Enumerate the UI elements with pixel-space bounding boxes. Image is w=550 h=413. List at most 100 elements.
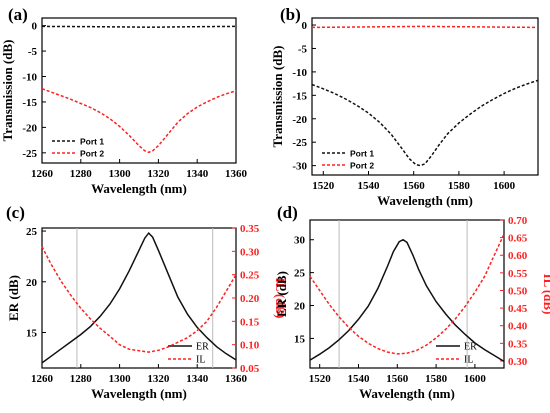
x-tick-label: 1340 bbox=[186, 373, 209, 385]
y-tick-label: 25 bbox=[294, 268, 306, 280]
panel-d-y-axis-title: ER (dB) bbox=[274, 271, 289, 317]
panel-b-frame bbox=[311, 17, 539, 176]
y-tick-label: 15 bbox=[26, 327, 38, 339]
right-y-tick-label: 0.40 bbox=[508, 321, 528, 333]
y-tick-label: 20 bbox=[294, 301, 306, 313]
legend-er-label: ER bbox=[464, 342, 477, 353]
right-y-tick-label: 0.25 bbox=[240, 270, 260, 282]
y-tick-label: 20 bbox=[26, 277, 38, 289]
legend-port1-label: Port 1 bbox=[80, 137, 104, 147]
legend-er-label: ER bbox=[196, 342, 209, 353]
legend-port1-label: Port 1 bbox=[350, 149, 374, 159]
series-line-il bbox=[309, 233, 505, 355]
series-line-port-1 bbox=[311, 79, 539, 167]
panel-a-y-axis-title: Transmission (dB) bbox=[0, 40, 15, 142]
panel-b-y-axis-title: Transmission (dB) bbox=[270, 46, 285, 148]
y-tick-label: 15 bbox=[294, 333, 306, 345]
x-tick-label: 1360 bbox=[225, 373, 248, 385]
panel-b-x-axis-title: Wavelength (nm) bbox=[377, 193, 473, 208]
legend-il-label: IL bbox=[196, 355, 205, 366]
y-tick-label: -20 bbox=[292, 114, 307, 126]
x-tick-label: 1600 bbox=[464, 373, 487, 385]
panel-b-label: (b) bbox=[280, 5, 301, 24]
y-tick-label: -25 bbox=[22, 148, 37, 160]
legend-il-label: IL bbox=[464, 355, 473, 366]
right-y-tick-label: 0.30 bbox=[508, 356, 528, 368]
x-tick-label: 1600 bbox=[493, 180, 516, 192]
right-y-tick-label: 0.60 bbox=[508, 250, 528, 262]
y-tick-label: 0 bbox=[302, 20, 308, 32]
right-y-tick-label: 0.30 bbox=[240, 246, 260, 258]
series-line-port-1 bbox=[41, 25, 237, 28]
panel-b-legend: Port 1 Port 2 bbox=[322, 149, 374, 171]
y-tick-label: 30 bbox=[294, 235, 306, 247]
panel-c-right-axis-title: IL (dB) bbox=[273, 278, 288, 319]
panel-a: (a) Wavelength (nm) Transmission (dB) Po… bbox=[0, 5, 248, 196]
panel-c-label: (c) bbox=[6, 203, 25, 222]
x-tick-label: 1560 bbox=[386, 373, 409, 385]
series-line-er bbox=[309, 238, 505, 363]
x-tick-label: 1540 bbox=[348, 373, 371, 385]
y-tick-label: -10 bbox=[292, 67, 307, 79]
x-tick-label: 1520 bbox=[312, 180, 335, 192]
panel-a-x-axis-title: Wavelength (nm) bbox=[91, 181, 187, 196]
right-y-tick-label: 0.05 bbox=[240, 363, 260, 375]
y-tick-label: -15 bbox=[22, 97, 37, 109]
y-tick-label: 25 bbox=[26, 226, 38, 238]
panel-d: (d) Wavelength (nm) ER (dB) IL (dB) ER I… bbox=[274, 203, 550, 401]
x-tick-label: 1580 bbox=[448, 180, 471, 192]
legend-port2-label: Port 2 bbox=[80, 149, 104, 159]
right-y-tick-label: 0.65 bbox=[508, 233, 528, 245]
panel-b: (b) Wavelength (nm) Transmission (dB) Po… bbox=[270, 5, 539, 208]
legend-port2-label: Port 2 bbox=[350, 161, 374, 171]
y-tick-label: -5 bbox=[28, 46, 38, 58]
x-tick-label: 1280 bbox=[70, 373, 93, 385]
y-tick-label: -25 bbox=[292, 137, 307, 149]
series-line-port-2 bbox=[41, 87, 237, 154]
right-y-tick-label: 0.35 bbox=[508, 338, 528, 350]
x-tick-label: 1520 bbox=[309, 373, 332, 385]
x-tick-label: 1360 bbox=[225, 168, 248, 180]
panel-c: (c) Wavelength (nm) ER (dB) IL (dB) ER I… bbox=[6, 203, 288, 401]
right-y-tick-label: 0.55 bbox=[508, 268, 528, 280]
panel-a-label: (a) bbox=[8, 5, 28, 24]
panel-a-frame bbox=[41, 17, 237, 164]
panel-a-legend: Port 1 Port 2 bbox=[52, 137, 104, 159]
panel-c-legend: ER IL bbox=[168, 342, 209, 366]
series-line-il bbox=[41, 246, 237, 353]
panel-d-label: (d) bbox=[277, 203, 298, 222]
right-y-tick-label: 0.45 bbox=[508, 303, 528, 315]
x-tick-label: 1320 bbox=[147, 168, 170, 180]
right-y-tick-label: 0.50 bbox=[508, 285, 528, 297]
series-line-er bbox=[41, 231, 237, 364]
panel-c-x-axis-title: Wavelength (nm) bbox=[91, 386, 187, 401]
x-tick-label: 1300 bbox=[109, 373, 132, 385]
panel-d-frame bbox=[309, 219, 505, 369]
y-tick-label: -30 bbox=[292, 161, 307, 173]
right-y-tick-label: 0.35 bbox=[240, 223, 260, 235]
x-tick-label: 1280 bbox=[70, 168, 93, 180]
right-y-tick-label: 0.20 bbox=[240, 293, 260, 305]
panel-d-right-axis-title: IL (dB) bbox=[541, 274, 550, 315]
x-tick-label: 1260 bbox=[31, 168, 54, 180]
right-y-tick-label: 0.70 bbox=[508, 215, 528, 227]
y-tick-label: -10 bbox=[22, 72, 37, 84]
panel-d-legend: ER IL bbox=[436, 342, 477, 366]
y-tick-label: -5 bbox=[298, 43, 308, 55]
panel-d-x-axis-title: Wavelength (nm) bbox=[359, 386, 455, 401]
x-tick-label: 1260 bbox=[31, 373, 54, 385]
series-line-port-2 bbox=[311, 25, 539, 29]
x-tick-label: 1580 bbox=[425, 373, 448, 385]
panel-c-y-axis-title: ER (dB) bbox=[6, 275, 21, 321]
x-tick-label: 1320 bbox=[147, 373, 170, 385]
y-tick-label: -15 bbox=[292, 90, 307, 102]
x-tick-label: 1340 bbox=[186, 168, 209, 180]
y-tick-label: 0 bbox=[32, 21, 38, 33]
y-tick-label: -20 bbox=[22, 122, 37, 134]
right-y-tick-label: 0.10 bbox=[240, 340, 260, 352]
x-tick-label: 1300 bbox=[109, 168, 132, 180]
right-y-tick-label: 0.15 bbox=[240, 316, 260, 328]
x-tick-label: 1560 bbox=[403, 180, 426, 192]
x-tick-label: 1540 bbox=[358, 180, 381, 192]
